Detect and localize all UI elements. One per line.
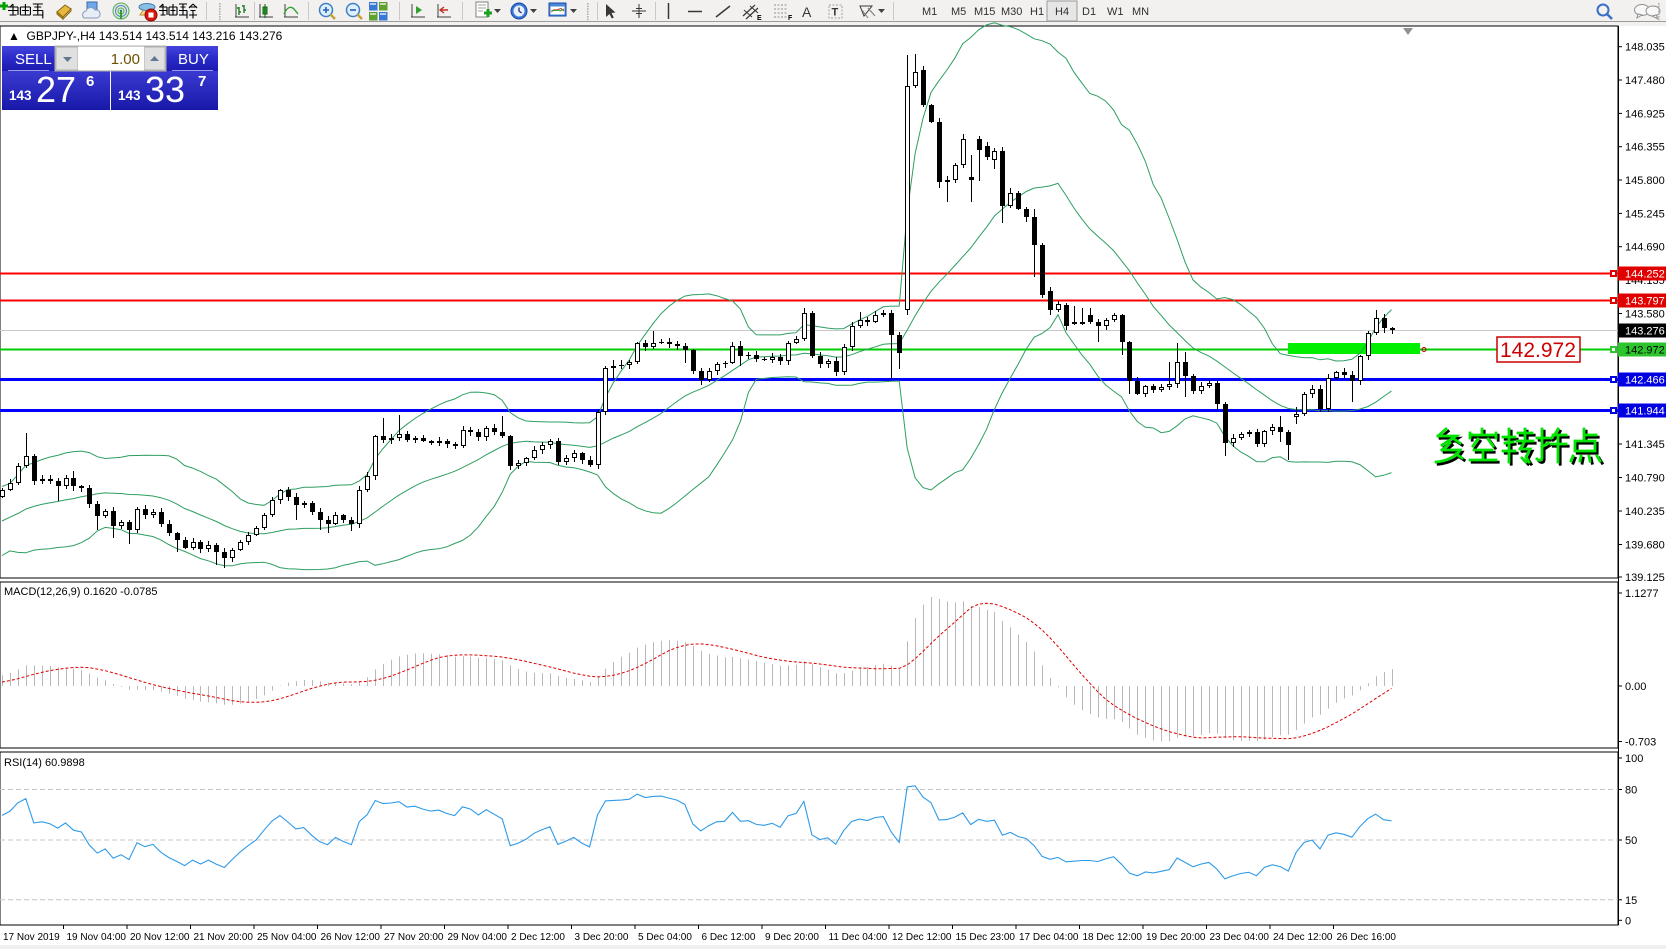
svg-text:3 Dec 20:00: 3 Dec 20:00 [575,932,629,943]
svg-text:E: E [757,15,762,22]
svg-text:-0.703: -0.703 [1625,737,1656,749]
svg-text:M15: M15 [974,6,995,18]
svg-text:MN: MN [1132,6,1149,18]
svg-text:143: 143 [9,88,32,103]
svg-text:146.925: 146.925 [1625,108,1665,120]
svg-text:80: 80 [1625,785,1637,797]
svg-text:0: 0 [1625,915,1631,927]
svg-text:146.355: 146.355 [1625,142,1665,154]
svg-text:F: F [788,15,793,22]
svg-text:139.125: 139.125 [1625,572,1665,584]
svg-text:20 Nov 12:00: 20 Nov 12:00 [130,932,190,943]
svg-text:24 Dec 12:00: 24 Dec 12:00 [1273,932,1333,943]
svg-text:27: 27 [36,69,76,110]
svg-text:142.972: 142.972 [1625,345,1665,357]
svg-text:27 Nov 20:00: 27 Nov 20:00 [384,932,444,943]
svg-text:BUY: BUY [178,51,209,68]
svg-text:MACD(12,26,9) 0.1620 -0.0785: MACD(12,26,9) 0.1620 -0.0785 [4,586,157,598]
svg-text:H1: H1 [1030,6,1044,18]
svg-text:142.972: 142.972 [1500,339,1576,362]
svg-text:M30: M30 [1001,6,1022,18]
svg-text:H4: H4 [1055,6,1069,18]
svg-text:W1: W1 [1107,6,1124,18]
svg-text:A: A [802,4,812,20]
svg-text:50: 50 [1625,835,1637,847]
svg-text:143.580: 143.580 [1625,309,1665,321]
svg-text:12 Dec 12:00: 12 Dec 12:00 [892,932,952,943]
svg-text:33: 33 [145,69,185,110]
svg-text:D1: D1 [1082,6,1096,18]
svg-text:0.00: 0.00 [1625,681,1646,693]
svg-text:7: 7 [198,73,206,90]
svg-text:148.035: 148.035 [1625,42,1665,54]
svg-text:1.1277: 1.1277 [1625,588,1659,600]
svg-text:RSI(14) 60.9898: RSI(14) 60.9898 [4,757,85,769]
svg-text:1.00: 1.00 [111,51,140,68]
svg-text:23 Dec 04:00: 23 Dec 04:00 [1210,932,1270,943]
svg-text:141.345: 141.345 [1625,439,1665,451]
svg-text:147.480: 147.480 [1625,75,1665,87]
svg-text:144.690: 144.690 [1625,242,1665,254]
svg-text:26 Nov 12:00: 26 Nov 12:00 [321,932,381,943]
svg-text:M5: M5 [951,6,966,18]
svg-text:26 Dec 16:00: 26 Dec 16:00 [1337,932,1397,943]
svg-text:145.800: 145.800 [1625,175,1665,187]
svg-text:25 Nov 04:00: 25 Nov 04:00 [257,932,317,943]
svg-text:143.276: 143.276 [1625,326,1665,338]
svg-text:29 Nov 04:00: 29 Nov 04:00 [448,932,508,943]
svg-text:143.797: 143.797 [1625,296,1665,308]
svg-text:145.245: 145.245 [1625,208,1665,220]
svg-text:11 Dec 04:00: 11 Dec 04:00 [829,932,888,943]
svg-text:142.466: 142.466 [1625,375,1665,387]
svg-text:140.235: 140.235 [1625,506,1665,518]
svg-text:139.680: 139.680 [1625,540,1665,552]
svg-text:6 Dec 12:00: 6 Dec 12:00 [702,932,756,943]
svg-text:141.944: 141.944 [1625,406,1665,418]
svg-text:17 Nov 2019: 17 Nov 2019 [3,932,60,943]
svg-text:6: 6 [86,73,94,90]
svg-text:▲ GBPJPY-,H4 143.514 143.514: ▲ GBPJPY-,H4 143.514 143.514 143.216 143… [8,29,283,43]
svg-text:M1: M1 [922,6,937,18]
svg-text:17 Dec 04:00: 17 Dec 04:00 [1019,932,1079,943]
svg-text:9 Dec 20:00: 9 Dec 20:00 [765,932,819,943]
svg-text:2 Dec 12:00: 2 Dec 12:00 [511,932,565,943]
svg-text:SELL: SELL [15,51,52,68]
svg-text:19 Dec 20:00: 19 Dec 20:00 [1146,932,1206,943]
svg-text:140.790: 140.790 [1625,473,1665,485]
svg-text:19 Nov 04:00: 19 Nov 04:00 [67,932,127,943]
svg-text:143: 143 [118,88,141,103]
svg-text:100: 100 [1625,753,1643,765]
svg-text:144.252: 144.252 [1625,269,1665,281]
svg-text:T: T [832,7,839,19]
svg-text:15 Dec 23:00: 15 Dec 23:00 [956,932,1016,943]
svg-text:18 Dec 12:00: 18 Dec 12:00 [1083,932,1143,943]
svg-text:5 Dec 04:00: 5 Dec 04:00 [638,932,692,943]
svg-text:21 Nov 20:00: 21 Nov 20:00 [194,932,254,943]
svg-text:15: 15 [1625,895,1637,907]
